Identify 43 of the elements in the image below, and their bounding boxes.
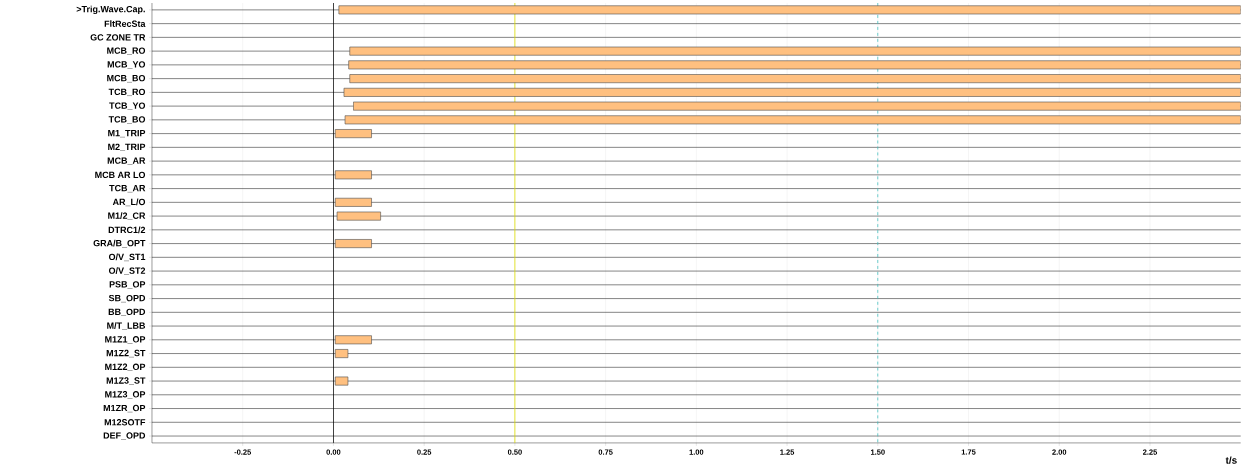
y-tick-label: MCB_AR xyxy=(107,157,146,165)
y-tick-label: M1Z2_OP xyxy=(105,363,146,371)
y-tick-label: O/V_ST2 xyxy=(108,267,146,275)
y-tick-label: MCB_YO xyxy=(107,61,146,69)
y-tick-label: SB_OPD xyxy=(108,294,146,303)
x-axis-title: t/s xyxy=(1225,456,1237,464)
y-tick-label: MCB_RO xyxy=(107,47,146,55)
bar xyxy=(334,197,372,207)
y-tick-label: PSB_OP xyxy=(109,281,146,289)
bar xyxy=(334,129,372,138)
y-tick-label: BB_OPD xyxy=(108,308,146,316)
bar xyxy=(334,349,349,358)
y-tick-label: DEF_OPD xyxy=(103,432,146,440)
bar xyxy=(336,211,381,221)
y-tick-label: MCB_BO xyxy=(107,74,146,83)
y-tick-label: M1ZR_OP xyxy=(103,404,146,413)
y-tick-label: TCB_BO xyxy=(108,116,146,124)
bar xyxy=(334,239,372,248)
y-tick-label: FltRecSta xyxy=(104,20,146,27)
y-tick-label: AR_L/O xyxy=(112,198,146,207)
y-tick-label: O/V_ST1 xyxy=(108,253,146,262)
y-tick-label: TCB_AR xyxy=(109,184,146,193)
bar xyxy=(334,335,372,345)
bar xyxy=(338,5,1241,15)
y-tick-label: M2_TRIP xyxy=(108,143,146,151)
y-tick-label: GC ZONE TR xyxy=(90,34,146,41)
y-tick-label: M1_TRIP xyxy=(108,129,146,138)
y-tick-label: TCB_YO xyxy=(109,102,146,110)
bar xyxy=(348,60,1241,70)
y-tick-label: M1/2_CR xyxy=(108,212,146,220)
y-tick-label: M1Z1_OP xyxy=(105,336,146,344)
y-tick-label: M/T_LBB xyxy=(107,322,146,330)
y-tick-label: M1Z3_OP xyxy=(105,391,146,399)
bar xyxy=(334,170,372,180)
bar xyxy=(334,376,349,386)
y-tick-label: MCB AR LO xyxy=(95,171,146,178)
y-tick-label: M12SOTF xyxy=(104,419,146,426)
y-tick-label: M1Z2_ST xyxy=(106,349,146,358)
y-tick-label: >Trig.Wave.Cap. xyxy=(76,5,145,14)
y-tick-label: DTRC1/2 xyxy=(108,226,146,234)
y-tick-label: GRA/B_OPT xyxy=(93,239,146,248)
y-tick-label: TCB_RO xyxy=(108,88,146,96)
y-tick-label: M1Z3_ST xyxy=(106,377,146,385)
